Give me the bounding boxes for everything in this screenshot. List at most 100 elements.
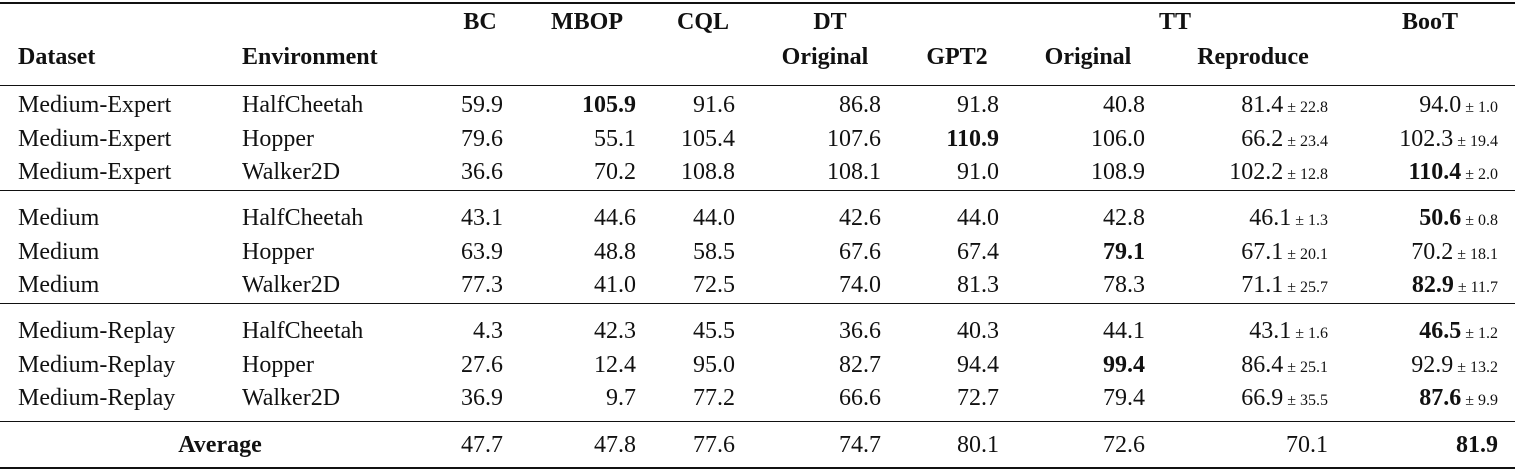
cell: 77.2	[693, 383, 735, 413]
value: 47.8	[594, 432, 636, 458]
cell: 44.6	[594, 203, 636, 233]
value: 110.4	[1408, 159, 1462, 185]
cell: 106.0	[1091, 124, 1145, 154]
cell: 59.9	[461, 90, 503, 120]
cell: 43.1	[461, 203, 503, 233]
value: 110.9	[946, 125, 999, 152]
cell: 50.6 ± 0.8	[1419, 203, 1498, 233]
average-label: Average	[178, 432, 262, 458]
value: 55.1	[594, 125, 636, 152]
cell: 70.1	[1286, 430, 1328, 460]
value: 79.1	[1103, 238, 1145, 265]
value: 41.0	[594, 272, 636, 298]
cell: 72.5	[693, 270, 735, 300]
cell: 44.0	[693, 203, 735, 233]
dataset: Medium-Expert	[18, 92, 172, 118]
environment: Hopper	[242, 125, 314, 152]
cell: 71.1 ± 25.7	[1241, 270, 1328, 300]
std: ± 1.6	[1295, 325, 1328, 342]
cell: 108.9	[1091, 157, 1145, 187]
cell: 94.4	[957, 350, 999, 380]
cell: 70.2	[594, 157, 636, 187]
section-rule	[0, 190, 1515, 191]
value: 46.1	[1249, 205, 1292, 231]
value: 74.0	[839, 272, 881, 298]
value: 102.3	[1399, 125, 1454, 152]
cell: 77.3	[461, 270, 503, 300]
section-rule	[0, 303, 1515, 304]
value: 77.6	[693, 432, 735, 458]
cell: 81.4 ± 22.8	[1241, 90, 1328, 120]
value: 67.4	[957, 238, 999, 265]
cell: 99.4	[1103, 350, 1145, 380]
column-header: Original	[781, 44, 869, 70]
column-header: Environment	[242, 44, 378, 70]
cell: 105.4	[681, 124, 735, 154]
environment: Hopper	[242, 351, 314, 378]
value: 71.1	[1241, 272, 1284, 298]
cell: 58.5	[693, 237, 735, 267]
dataset: Medium-Replay	[18, 351, 176, 378]
value: 108.1	[827, 159, 881, 185]
value: 91.8	[957, 92, 999, 118]
cell: 107.6	[827, 124, 881, 154]
value: 46.5	[1419, 318, 1462, 344]
value: 50.6	[1419, 205, 1462, 231]
cell: 105.9	[582, 90, 636, 120]
value: 91.0	[957, 159, 999, 185]
cell: 110.4 ± 2.0	[1409, 157, 1498, 187]
value: 86.8	[839, 92, 881, 118]
std: ± 13.2	[1457, 358, 1498, 376]
cell: 44.0	[957, 203, 999, 233]
value: 59.9	[461, 92, 503, 118]
cell: 40.8	[1103, 90, 1145, 120]
value: 82.7	[839, 351, 881, 378]
value: 105.4	[681, 125, 735, 152]
cell: 36.6	[839, 316, 881, 346]
cell: 46.5 ± 1.2	[1419, 316, 1498, 346]
cell: 94.0 ± 1.0	[1419, 90, 1498, 120]
cell: 79.6	[461, 124, 503, 154]
cell: 36.6	[461, 157, 503, 187]
value: 81.4	[1241, 92, 1284, 118]
cell: 42.3	[594, 316, 636, 346]
column-header: Dataset	[18, 44, 96, 70]
column-group-header: DT	[813, 9, 847, 35]
bottom-rule	[0, 467, 1515, 469]
cell: 66.9 ± 35.5	[1241, 383, 1328, 413]
dataset: Medium	[18, 272, 100, 298]
value: 44.6	[594, 205, 636, 231]
value: 43.1	[1249, 318, 1292, 344]
value: 36.9	[461, 385, 503, 411]
value: 70.2	[1411, 238, 1454, 265]
cell: 91.8	[957, 90, 999, 120]
cell: 81.3	[957, 270, 999, 300]
value: 12.4	[594, 351, 636, 378]
value: 81.9	[1456, 432, 1498, 458]
value: 66.9	[1241, 385, 1284, 411]
std: ± 18.1	[1457, 245, 1498, 263]
value: 108.8	[681, 159, 735, 185]
value: 72.6	[1103, 432, 1145, 458]
cell: 74.0	[839, 270, 881, 300]
std: ± 0.8	[1465, 212, 1498, 229]
environment: Walker2D	[242, 272, 341, 298]
cell: 12.4	[594, 350, 636, 380]
std: ± 23.4	[1287, 132, 1328, 150]
cell: 47.7	[461, 430, 503, 460]
cell: 95.0	[693, 350, 735, 380]
column-group-header: CQL	[676, 9, 730, 35]
value: 9.7	[606, 385, 636, 411]
column-group-header: BooT	[1401, 9, 1459, 35]
std: ± 19.4	[1457, 132, 1498, 150]
dataset: Medium-Replay	[18, 318, 176, 344]
value: 63.9	[461, 238, 503, 265]
std: ± 1.0	[1465, 99, 1498, 116]
value: 106.0	[1091, 125, 1145, 152]
value: 4.3	[473, 318, 503, 344]
column-header: Reproduce	[1197, 44, 1309, 70]
cell: 102.2 ± 12.8	[1229, 157, 1328, 187]
cell: 110.9	[946, 124, 999, 154]
value: 70.1	[1286, 432, 1328, 458]
